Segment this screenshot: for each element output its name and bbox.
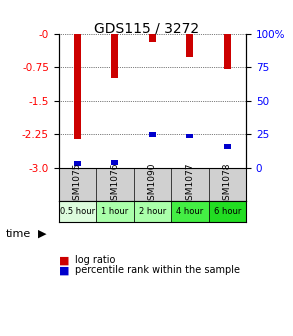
Text: GDS115 / 3272: GDS115 / 3272 [94, 22, 199, 36]
Bar [59, 201, 96, 222]
Text: 0.5 hour: 0.5 hour [60, 207, 95, 216]
Bar [74, 34, 81, 139]
Text: GSM1076: GSM1076 [110, 163, 119, 206]
Bar [149, 132, 156, 137]
Bar [224, 34, 231, 69]
Text: log ratio: log ratio [75, 255, 115, 265]
Text: time: time [6, 228, 31, 239]
Bar [209, 201, 246, 222]
Bar [171, 201, 209, 222]
Text: ▶: ▶ [38, 228, 47, 239]
Bar [224, 144, 231, 149]
Bar [149, 34, 156, 42]
Text: GSM1075: GSM1075 [73, 163, 82, 206]
Text: ■: ■ [59, 255, 69, 265]
Bar [96, 201, 134, 222]
Bar [186, 34, 193, 57]
Text: GSM1078: GSM1078 [223, 163, 232, 206]
Text: 4 hour: 4 hour [176, 207, 204, 216]
Bar [74, 161, 81, 166]
Text: 6 hour: 6 hour [214, 207, 241, 216]
Bar [111, 34, 118, 78]
Text: 2 hour: 2 hour [139, 207, 166, 216]
Text: GSM1077: GSM1077 [185, 163, 194, 206]
Text: GSM1090: GSM1090 [148, 163, 157, 206]
Bar [134, 201, 171, 222]
Bar [186, 133, 193, 138]
Bar [111, 160, 118, 165]
Text: 1 hour: 1 hour [101, 207, 129, 216]
Text: percentile rank within the sample: percentile rank within the sample [75, 265, 240, 276]
Text: ■: ■ [59, 265, 69, 276]
